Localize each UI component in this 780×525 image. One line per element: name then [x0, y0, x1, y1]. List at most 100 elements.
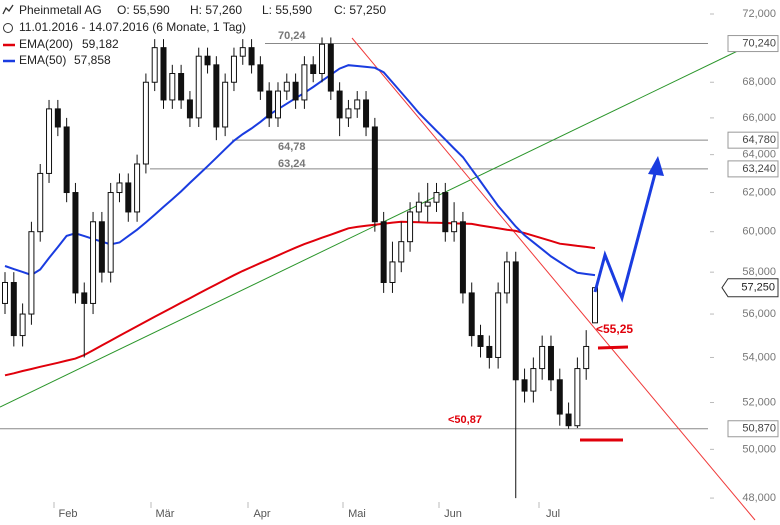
candle-body: [574, 368, 581, 427]
y-tick-label: 56,000: [742, 308, 776, 320]
candle-body: [37, 172, 44, 233]
y-tick-label: 72,000: [742, 8, 776, 20]
annotation: 63,24: [278, 158, 306, 170]
candle-body: [495, 292, 502, 358]
level-box: [727, 160, 779, 178]
candle-body: [547, 345, 554, 381]
candle-body: [266, 90, 273, 119]
chart-icon: [2, 4, 14, 15]
candle-body: [424, 201, 431, 207]
candle-body: [178, 73, 185, 101]
candle-body: [292, 81, 299, 101]
annotation: 64,78: [278, 141, 306, 153]
candle-body: [327, 43, 334, 92]
quote-close: C: 57,250: [334, 3, 386, 17]
legend-label: EMA(200): [19, 37, 73, 51]
candle-body: [195, 55, 202, 119]
candle-body: [10, 281, 17, 337]
resistance-trendline: [351, 37, 756, 521]
candle-body: [539, 345, 546, 370]
candle-body: [592, 287, 598, 324]
candle-body: [134, 163, 141, 213]
candle-body: [477, 335, 484, 347]
quote-low: L: 55,590: [262, 3, 312, 17]
header: Pheinmetall AG O: 55,590 H: 57,260 L: 55…: [2, 3, 386, 67]
candle-body: [98, 221, 105, 273]
candle-body: [54, 108, 61, 128]
candle-body: [63, 126, 70, 194]
y-tick-label: 58,000: [742, 266, 776, 278]
candle-body: [380, 221, 387, 283]
candle-body: [169, 73, 176, 101]
level-label: 50,870: [742, 423, 776, 435]
quote-high: H: 57,260: [190, 3, 242, 17]
candle-body: [142, 81, 149, 165]
candle-body: [398, 241, 405, 263]
level-label: 64,780: [742, 134, 776, 146]
candle-body: [72, 192, 79, 294]
y-tick-label: 68,000: [742, 76, 776, 88]
candle-body: [2, 281, 8, 304]
chart-title: Pheinmetall AG: [19, 3, 102, 17]
y-tick-label: 64,000: [742, 149, 776, 161]
candle-body: [556, 379, 563, 415]
ema-line: [4, 220, 596, 377]
candle-body: [116, 182, 123, 194]
candle-body: [283, 81, 290, 92]
candle-body: [90, 221, 97, 304]
candle-body: [521, 379, 528, 392]
candle-body: [389, 261, 396, 283]
quote-open: O: 55,590: [117, 3, 170, 17]
level-label: 63,240: [742, 163, 776, 175]
level-box: [727, 420, 779, 438]
candle-body: [486, 345, 493, 358]
candle-body: [354, 99, 361, 110]
last-price-label: 57,250: [741, 282, 775, 294]
candle-body: [204, 55, 211, 66]
level-box: [727, 131, 779, 149]
candle-body: [530, 368, 537, 392]
x-tick-label: Mär: [156, 508, 175, 520]
y-tick-label: 66,000: [742, 112, 776, 124]
projection-arrowhead: [648, 156, 664, 176]
candle-body: [371, 126, 378, 223]
legend-value: 59,182: [82, 37, 119, 51]
candle-body: [248, 47, 255, 66]
y-tick-label: 52,000: [742, 396, 776, 408]
candle-body: [310, 64, 317, 75]
candle-body: [19, 313, 26, 337]
level-box: [727, 35, 779, 53]
y-tick-label: 60,000: [742, 226, 776, 238]
candle-body: [222, 81, 229, 128]
level-label: 70,240: [742, 37, 776, 49]
candle-body: [415, 201, 422, 213]
candle-body: [565, 413, 572, 427]
candle-body: [274, 90, 281, 119]
legend-value: 57,858: [74, 53, 111, 67]
date-range: 11.01.2016 - 14.07.2016 (6 Monate, 1 Tag…: [19, 20, 246, 34]
candle-body: [151, 47, 158, 83]
y-tick-label: 48,000: [742, 492, 776, 504]
candle-body: [319, 43, 326, 75]
annotation: <55,25: [596, 322, 633, 336]
clock-icon: [3, 23, 13, 33]
y-tick-label: 54,000: [742, 351, 776, 363]
last-price-box: [721, 278, 779, 298]
candle-body: [28, 231, 35, 315]
candle-body: [345, 108, 352, 119]
candle-body: [363, 99, 370, 128]
candle-body: [459, 221, 466, 294]
candle-body: [160, 47, 167, 101]
target-marker: [597, 345, 629, 350]
y-tick-label: 50,000: [742, 443, 776, 455]
x-tick-label: Jun: [444, 508, 462, 520]
candle-body: [213, 64, 220, 128]
candle-body: [583, 345, 590, 370]
candle-body: [81, 292, 88, 304]
candle-body: [451, 221, 458, 233]
candle-body: [257, 64, 264, 92]
candle-body: [407, 211, 414, 243]
candle-body: [468, 292, 475, 337]
